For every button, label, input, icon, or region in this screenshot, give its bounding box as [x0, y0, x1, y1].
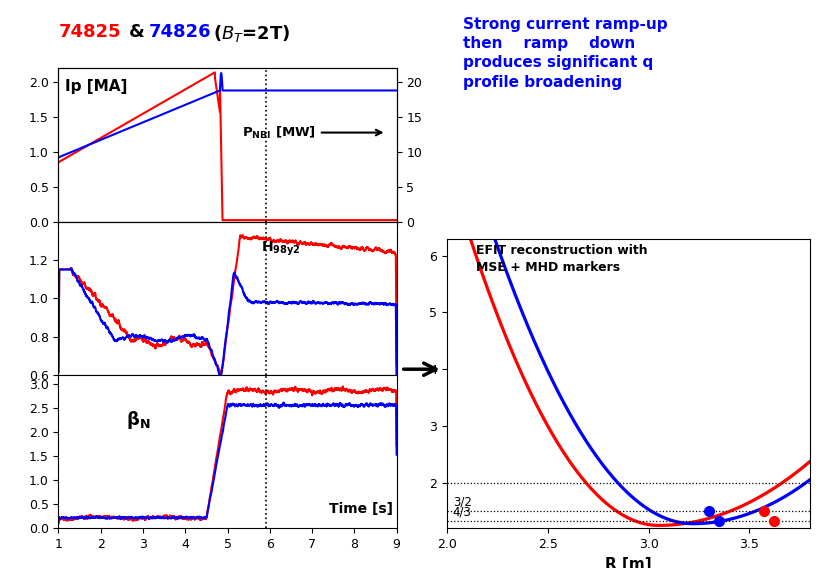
X-axis label: R [m]: R [m] [605, 557, 651, 568]
Text: Time [s]: Time [s] [329, 502, 393, 516]
Text: EFIT reconstruction with
MSE + MHD markers: EFIT reconstruction with MSE + MHD marke… [476, 244, 647, 274]
Text: ($B_T$=2T): ($B_T$=2T) [213, 23, 291, 44]
Text: 4/3: 4/3 [453, 506, 472, 519]
Text: $\mathbf{P_{NBI}}$ [MW]: $\mathbf{P_{NBI}}$ [MW] [241, 124, 316, 141]
Text: $\mathbf{\beta_N}$: $\mathbf{\beta_N}$ [126, 408, 150, 431]
Text: &: & [129, 23, 151, 41]
Text: 74826: 74826 [149, 23, 211, 41]
Text: Ip [MA]: Ip [MA] [65, 79, 128, 94]
Text: Strong current ramp-up
then    ramp    down
produces significant q
profile broad: Strong current ramp-up then ramp down pr… [463, 17, 668, 90]
Text: 74825: 74825 [58, 23, 121, 41]
Text: $\mathbf{H_{98y2}}$: $\mathbf{H_{98y2}}$ [261, 240, 301, 258]
Text: 3/2: 3/2 [453, 496, 472, 509]
